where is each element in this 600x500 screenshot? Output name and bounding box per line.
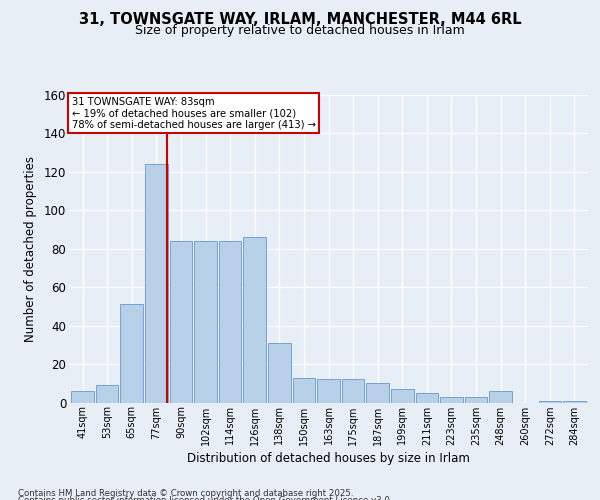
Bar [170, 241, 192, 402]
Bar [563, 400, 586, 402]
Y-axis label: Number of detached properties: Number of detached properties [24, 156, 37, 342]
Bar [121, 304, 143, 402]
Bar [194, 241, 217, 402]
Bar [145, 164, 167, 402]
Text: 31 TOWNSGATE WAY: 83sqm
← 19% of detached houses are smaller (102)
78% of semi-d: 31 TOWNSGATE WAY: 83sqm ← 19% of detache… [71, 96, 316, 130]
Bar [317, 380, 340, 402]
Bar [416, 393, 438, 402]
Bar [465, 396, 487, 402]
Bar [71, 391, 94, 402]
Bar [490, 391, 512, 402]
Bar [342, 380, 364, 402]
Bar [268, 343, 290, 402]
Text: Size of property relative to detached houses in Irlam: Size of property relative to detached ho… [135, 24, 465, 37]
Text: Contains public sector information licensed under the Open Government Licence v3: Contains public sector information licen… [18, 496, 392, 500]
Bar [219, 241, 241, 402]
Bar [367, 384, 389, 402]
Bar [293, 378, 315, 402]
Bar [96, 385, 118, 402]
Text: Contains HM Land Registry data © Crown copyright and database right 2025.: Contains HM Land Registry data © Crown c… [18, 488, 353, 498]
Bar [539, 400, 561, 402]
Bar [440, 396, 463, 402]
Text: 31, TOWNSGATE WAY, IRLAM, MANCHESTER, M44 6RL: 31, TOWNSGATE WAY, IRLAM, MANCHESTER, M4… [79, 12, 521, 28]
Bar [244, 237, 266, 402]
X-axis label: Distribution of detached houses by size in Irlam: Distribution of detached houses by size … [187, 452, 470, 464]
Bar [391, 389, 413, 402]
